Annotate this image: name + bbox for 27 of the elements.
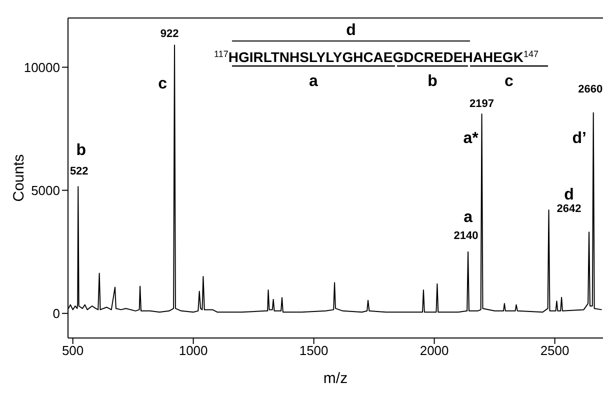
annotation: 922: [160, 28, 179, 40]
annotation: d: [346, 22, 356, 39]
annotation: b: [428, 73, 438, 90]
x-tick-label: 1500: [299, 343, 328, 358]
x-tick-label: 500: [62, 343, 84, 358]
annotation: c: [504, 73, 514, 90]
annotation: $^{117}$HGIRLTNHSLYLYGHCAEGDCREDEHAHEGK$^{147}$: [214, 49, 538, 65]
x-tick-label: 2500: [540, 343, 570, 358]
annotation: a*: [463, 130, 480, 148]
annotation: a: [464, 209, 473, 226]
annotation: a: [309, 73, 318, 90]
annotation: 2642: [556, 203, 582, 216]
annotation: 522: [70, 166, 88, 178]
y-tick-label: 5000: [31, 182, 60, 198]
annotation: d’: [572, 130, 586, 148]
x-tick-label: 2000: [420, 343, 449, 358]
y-axis-title: Counts: [10, 154, 28, 202]
annotation: 2140: [454, 230, 478, 242]
annotation: c: [158, 75, 168, 92]
annotation: d: [564, 186, 574, 204]
y-tick-label: 10000: [24, 60, 60, 75]
annotation: b: [76, 142, 86, 159]
annotation: 2197: [470, 98, 494, 110]
x-tick-label: 1000: [178, 343, 208, 358]
annotation: 2660: [578, 84, 603, 96]
x-axis-title: m/z: [323, 370, 348, 387]
y-tick-label: 0: [52, 306, 60, 321]
